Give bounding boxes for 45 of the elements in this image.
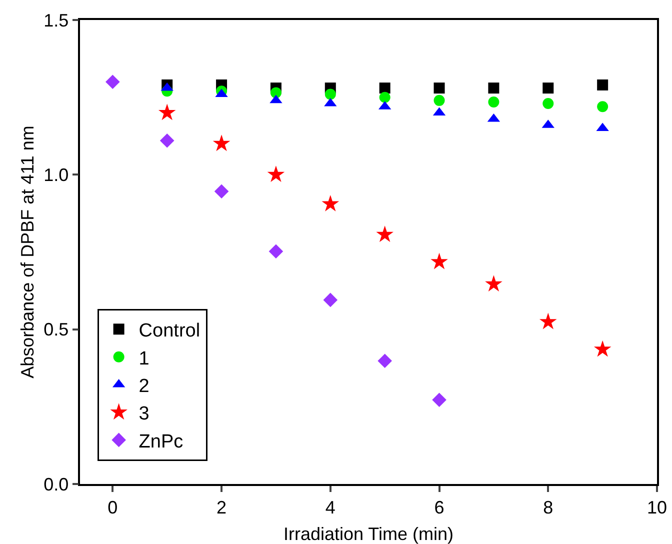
point <box>212 134 230 152</box>
x-tick-label: 8 <box>543 497 554 518</box>
point <box>378 354 392 368</box>
point <box>488 82 500 94</box>
point <box>379 92 390 103</box>
point <box>323 292 338 308</box>
x-axis-title: Irradiation Time (min) <box>283 524 454 544</box>
point <box>430 252 448 270</box>
x-tick-label: 10 <box>646 497 668 518</box>
point <box>539 312 557 330</box>
x-tick-label: 2 <box>216 497 227 518</box>
point <box>488 96 500 108</box>
point <box>542 82 554 94</box>
y-tick-label: 1.0 <box>44 164 69 185</box>
point <box>270 87 282 98</box>
legend-label: 2 <box>138 376 150 397</box>
legend-label: 1 <box>138 348 150 370</box>
x-tick-label: 0 <box>108 497 118 518</box>
y-tick-label: 0.0 <box>44 474 69 494</box>
point <box>434 94 445 106</box>
point <box>158 104 176 120</box>
point <box>324 88 336 100</box>
point <box>434 82 445 94</box>
point <box>106 74 120 90</box>
x-tick-label: 6 <box>434 497 444 518</box>
point <box>160 133 174 148</box>
point <box>267 166 285 182</box>
point <box>597 101 608 112</box>
x-tick-label: 4 <box>325 497 336 518</box>
point <box>485 275 502 292</box>
point <box>268 244 284 259</box>
y-tick-label: 0.5 <box>44 320 69 340</box>
point <box>322 194 340 212</box>
point <box>432 392 446 408</box>
point <box>594 340 612 357</box>
y-axis-title: Absorbance of DPBF at 411 nm <box>18 126 38 378</box>
point <box>376 226 394 242</box>
legend-label: Control <box>138 320 200 342</box>
point <box>542 98 554 110</box>
y-tick-label: 1.5 <box>44 10 69 30</box>
legend-label: ZnPc <box>138 431 184 452</box>
point <box>597 79 608 90</box>
legend-label: 3 <box>138 404 150 425</box>
point <box>379 82 390 94</box>
point <box>214 184 229 199</box>
